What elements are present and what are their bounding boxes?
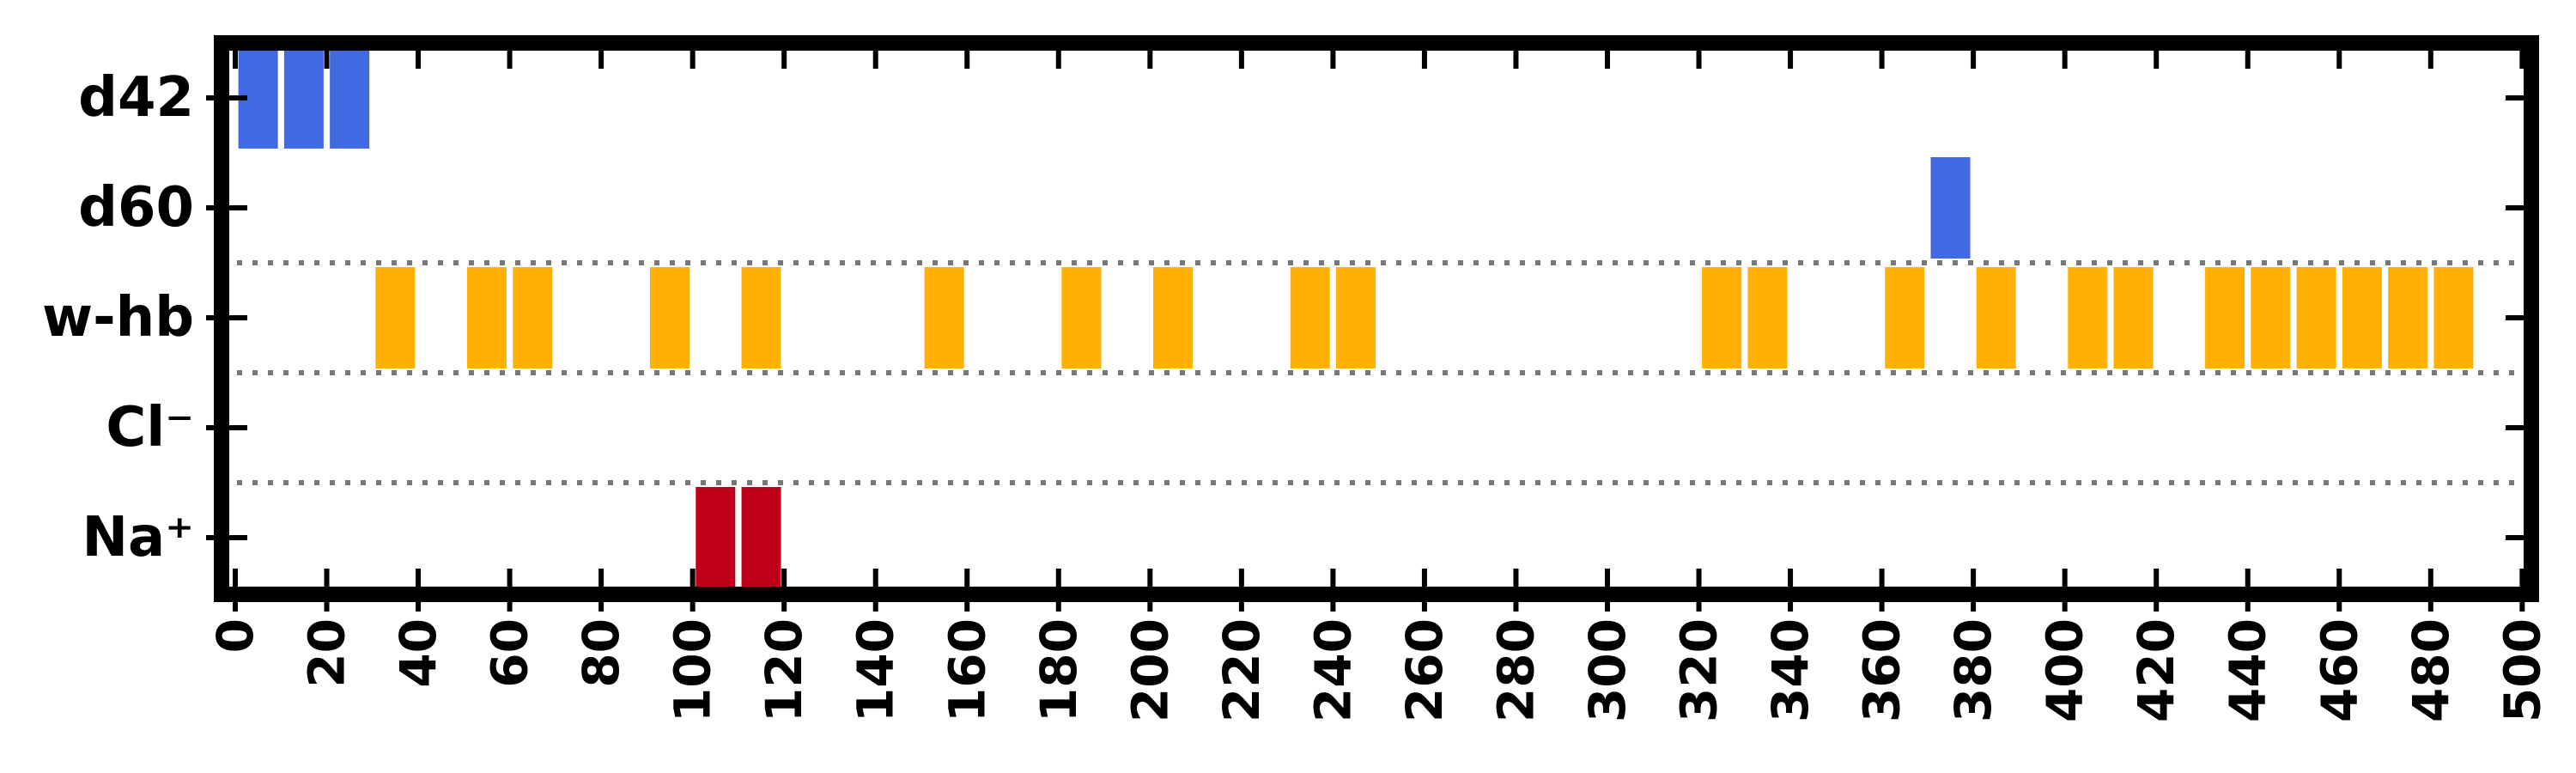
bar-whb-405: [2068, 267, 2108, 368]
x-tick-label: 320: [1670, 618, 1728, 722]
x-tick-label: 340: [1761, 618, 1820, 722]
x-tick-label: 140: [847, 618, 905, 722]
x-tick-label: 200: [1121, 618, 1179, 722]
y-tick-label: d42: [78, 66, 194, 130]
x-tick-label: 500: [2493, 618, 2551, 722]
x-tick-label: 40: [389, 618, 447, 688]
bar-whb-65: [513, 267, 553, 368]
bar-whb-365: [1885, 267, 1925, 368]
bar-whb-475: [2388, 267, 2428, 368]
x-tick-label: 480: [2402, 618, 2460, 722]
row-separators: [222, 260, 2531, 485]
y-tick-label: Cl⁻: [106, 396, 194, 460]
bar-whb-35: [375, 267, 416, 368]
bar-whb-95: [650, 267, 690, 368]
x-tick-label: 300: [1578, 618, 1637, 722]
x-tick-label: 280: [1486, 618, 1545, 722]
plot-frame: [214, 35, 2539, 602]
y-tick-label: w-hb: [42, 286, 194, 350]
bar-whb-415: [2113, 267, 2154, 368]
x-tick-label: 360: [1853, 618, 1911, 722]
bar-whb-445: [2251, 267, 2291, 368]
x-tick-label: 80: [572, 618, 630, 688]
bar-d60-375: [1930, 157, 1971, 259]
x-tick-label: 60: [481, 618, 539, 688]
bar-whb-155: [924, 267, 964, 368]
x-tick-label: 460: [2310, 618, 2368, 722]
x-tick-label: 20: [298, 618, 356, 688]
bar-whb-455: [2296, 267, 2336, 368]
x-tick-label: 380: [1944, 618, 2002, 722]
bar-Na-115: [741, 487, 781, 588]
bar-whb-245: [1336, 267, 1376, 368]
bar-whb-115: [741, 267, 781, 368]
bar-whb-465: [2342, 267, 2382, 368]
bar-Na-105: [696, 487, 736, 588]
x-tick-label: 120: [755, 618, 813, 722]
x-tick-label: 400: [2036, 618, 2094, 722]
y-tick-label: d60: [78, 176, 194, 240]
bar-whb-325: [1702, 267, 1742, 368]
bar-whb-205: [1152, 267, 1193, 368]
bar-whb-55: [466, 267, 507, 368]
bar-whb-385: [1976, 267, 2016, 368]
y-tick-label: Na⁺: [82, 506, 194, 569]
bar-d42-25: [330, 47, 370, 149]
x-tick-label: 0: [206, 618, 264, 653]
x-tick-label: 100: [664, 618, 722, 722]
x-tick-label: 260: [1395, 618, 1454, 722]
x-tick-label: 160: [938, 618, 996, 722]
bars-layer: [238, 47, 2474, 588]
bar-d42-15: [283, 47, 324, 149]
x-tick-labels: 0 20 40 60 80 100 120 140 160 180 200 220 240 260 280 3…: [206, 618, 2551, 722]
bar-whb-435: [2205, 267, 2245, 368]
x-tick-label: 420: [2127, 618, 2185, 722]
x-tick-label: 180: [1030, 618, 1088, 722]
bar-whb-235: [1290, 267, 1330, 368]
bar-whb-335: [1747, 267, 1788, 368]
x-tick-label: 240: [1303, 618, 1362, 722]
bar-whb-485: [2433, 267, 2474, 368]
x-tick-label: 440: [2219, 618, 2277, 722]
bar-whb-185: [1061, 267, 1102, 368]
y-tick-labels: d42 d60 w-hb Cl⁻ Na⁺: [42, 66, 194, 569]
x-tick-label: 220: [1212, 618, 1271, 722]
